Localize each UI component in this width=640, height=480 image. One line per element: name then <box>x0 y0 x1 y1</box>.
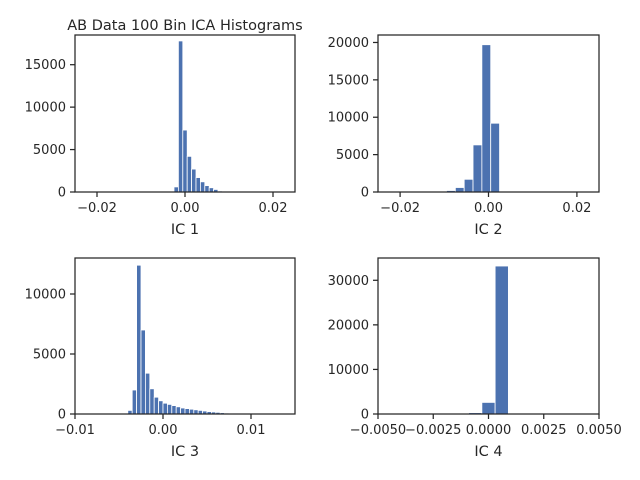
x-tick-label: 0.00 <box>149 423 178 438</box>
subplot-4: −0.0050−0.0025 0.0000 0.0025 0.0050 0 10000 20… <box>328 257 622 460</box>
histogram-bar <box>171 405 177 415</box>
x-tick-label: 0.00 <box>171 201 200 216</box>
y-tick-label: 5000 <box>336 148 369 163</box>
histogram-bar <box>144 372 151 415</box>
y-tick-label: 0 <box>58 186 66 201</box>
y-tick-label: 10000 <box>328 111 369 126</box>
x-tick-label: −0.0050 <box>350 423 406 438</box>
histogram-bar <box>481 44 492 193</box>
histogram-bar <box>186 155 192 193</box>
histogram-bar <box>490 122 500 193</box>
histogram-bar <box>193 409 199 415</box>
x-axis-label: IC 2 <box>474 222 502 238</box>
histogram-bar <box>208 187 214 193</box>
histogram-bar <box>191 168 197 193</box>
histogram-bar <box>184 408 190 415</box>
y-tick-label: 30000 <box>328 274 369 289</box>
x-tick-label: 0.00 <box>474 201 503 216</box>
subplot-1: −0.02 0.00 0.02 0 5000 10000 15000 IC 1 AB Data … <box>25 18 303 238</box>
y-tick-label: 0 <box>361 408 369 423</box>
y-tick-label: 15000 <box>25 58 66 73</box>
histogram-bar <box>188 408 195 415</box>
x-axis-label: IC 3 <box>171 444 199 460</box>
axes-frame <box>74 257 296 415</box>
x-tick-label: 0.01 <box>237 423 266 438</box>
histogram-bar <box>180 407 186 415</box>
histogram-bar <box>177 40 184 193</box>
x-tick-label: 0.0050 <box>576 423 622 438</box>
histogram-bar <box>166 403 173 415</box>
y-tick-label: 10000 <box>25 101 66 116</box>
histogram-bar <box>454 187 465 193</box>
x-axis-label: IC 4 <box>474 444 502 460</box>
histogram-bar <box>472 144 483 193</box>
histogram-bar <box>136 264 142 415</box>
y-tick-label: 5000 <box>33 143 66 158</box>
histogram-bar <box>131 389 137 415</box>
histogram-bar <box>173 186 179 193</box>
histogram-bar <box>195 177 201 193</box>
histogram-bar <box>204 185 210 193</box>
subplot-2: −0.02 0.00 0.02 0 5000 10000 15000 20000 IC 2 <box>328 34 600 238</box>
x-tick-label: 0.0025 <box>521 423 567 438</box>
histogram-bar <box>158 400 164 415</box>
y-tick-label: 10000 <box>328 363 369 378</box>
histogram-bar <box>463 178 474 193</box>
histogram-bar <box>162 402 168 415</box>
x-axis-label: IC 1 <box>171 222 199 238</box>
histogram-bar <box>494 265 509 415</box>
y-tick-label: 20000 <box>328 318 369 333</box>
y-tick-label: 5000 <box>33 348 66 363</box>
subplot-3: −0.01 0.00 0.01 0 5000 10000 IC 3 <box>25 257 296 460</box>
x-tick-label: −0.01 <box>55 423 95 438</box>
x-tick-label: −0.02 <box>380 201 420 216</box>
y-tick-label: 0 <box>58 408 66 423</box>
y-tick-label: 10000 <box>25 288 66 303</box>
histogram-bar <box>199 181 206 193</box>
axes-frame <box>377 257 600 415</box>
histogram-bar <box>149 388 155 415</box>
y-tick-label: 0 <box>361 186 369 201</box>
x-tick-label: −0.02 <box>77 201 117 216</box>
histogram-bar <box>182 129 188 193</box>
x-tick-label: 0.0000 <box>466 423 512 438</box>
histogram-bar <box>175 406 181 415</box>
histogram-bar <box>140 329 146 415</box>
x-tick-label: 0.02 <box>562 201 591 216</box>
chart-title: AB Data 100 Bin ICA Histograms <box>67 18 302 34</box>
x-tick-label: 0.02 <box>259 201 288 216</box>
y-tick-label: 15000 <box>328 73 369 88</box>
x-tick-label: −0.0025 <box>405 423 461 438</box>
histogram-bar <box>481 402 496 415</box>
y-tick-label: 20000 <box>328 36 369 51</box>
histogram-bar <box>153 396 159 415</box>
